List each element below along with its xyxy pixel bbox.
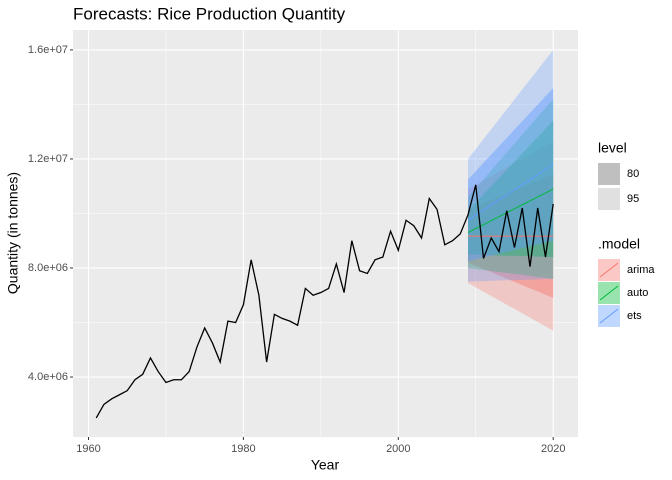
legend-swatch <box>598 163 620 185</box>
legend-key-line <box>599 262 619 278</box>
history-line <box>95 184 554 419</box>
legend-title: level <box>598 140 627 156</box>
chart-title: Forecasts: Rice Production Quantity <box>73 4 346 23</box>
legend-label: ets <box>627 310 642 322</box>
legend-label: 80 <box>627 168 639 180</box>
legend-key-line <box>599 308 619 324</box>
y-axis-label: Quantity (in tonnes) <box>5 172 21 294</box>
forecast-band <box>468 98 554 279</box>
forecast-band <box>468 49 554 282</box>
x-tick-label: 2020 <box>541 443 565 455</box>
y-tick-label: 1.6e+07 <box>28 44 68 56</box>
y-tick-label: 8.0e+06 <box>28 262 68 274</box>
x-tick-label: 1960 <box>76 443 100 455</box>
x-axis-label: Year <box>311 457 340 473</box>
legend-label: auto <box>627 287 648 299</box>
forecast-band <box>468 120 554 258</box>
y-tick-label: 1.2e+07 <box>28 153 68 165</box>
legend-label: 95 <box>627 193 639 205</box>
forecast-line <box>467 163 554 221</box>
x-tick-label: 1980 <box>231 443 255 455</box>
forecast-line <box>467 188 554 233</box>
x-tick-label: 2000 <box>386 443 410 455</box>
legend-swatch <box>598 188 620 210</box>
legend-label: arima <box>627 264 655 276</box>
y-tick-label: 4.0e+06 <box>28 371 68 383</box>
legend-key-line <box>599 285 619 301</box>
forecast-band <box>468 88 554 262</box>
legend-title: .model <box>598 236 640 252</box>
